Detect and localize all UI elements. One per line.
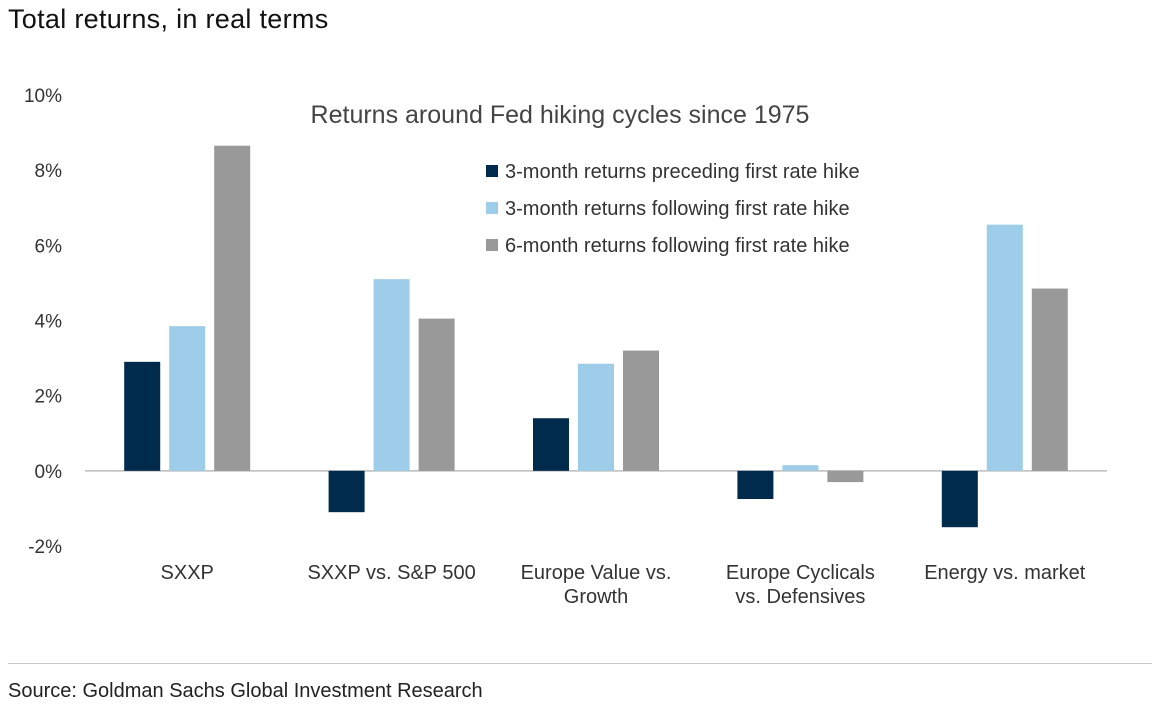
- category-label: Energy vs. market: [924, 562, 1086, 584]
- y-tick-label: 2%: [35, 387, 63, 408]
- y-tick-label: -2%: [28, 537, 62, 558]
- legend-swatch: [486, 202, 498, 214]
- y-tick-label: 0%: [35, 462, 63, 483]
- legend-label: 3-month returns preceding first rate hik…: [505, 161, 860, 183]
- bar: [941, 470, 978, 528]
- bar: [578, 363, 614, 471]
- bar: [986, 224, 1023, 471]
- category-label: vs. Defensives: [735, 586, 865, 608]
- bar: [124, 361, 161, 471]
- bar: [1031, 288, 1068, 471]
- chart-title: Returns around Fed hiking cycles since 1…: [311, 101, 810, 129]
- legend-swatch: [486, 239, 498, 251]
- bar: [623, 350, 659, 471]
- chart-subtitle: Total returns, in real terms: [8, 4, 329, 34]
- category-label: Europe Value vs.: [521, 562, 672, 584]
- category-label: Growth: [564, 586, 628, 608]
- bar: [737, 470, 774, 500]
- legend-swatch: [486, 165, 498, 177]
- legend-label: 3-month returns following first rate hik…: [505, 198, 850, 220]
- bar: [827, 470, 864, 483]
- y-tick-label: 6%: [35, 236, 63, 257]
- bar-chart: -2% 0% 2% 4% 6% 8% 10% SXXP SXXP vs. S&P 500 Euro…: [24, 86, 1107, 608]
- bar: [169, 326, 206, 471]
- bar: [533, 418, 569, 471]
- bar: [373, 279, 410, 471]
- source-note: Source: Goldman Sachs Global Investment …: [8, 680, 483, 702]
- divider: [8, 663, 1152, 664]
- y-tick-label: 8%: [35, 161, 63, 182]
- y-tick-label: 10%: [24, 86, 62, 107]
- legend-label: 6-month returns following first rate hik…: [505, 235, 850, 257]
- bar: [328, 470, 365, 513]
- y-tick-label: 4%: [35, 312, 63, 333]
- category-label: SXXP: [161, 562, 214, 584]
- category-label: Europe Cyclicals: [726, 562, 875, 584]
- bar: [214, 145, 251, 471]
- bar: [418, 318, 455, 471]
- category-label: SXXP vs. S&P 500: [307, 562, 475, 584]
- bar: [782, 465, 819, 471]
